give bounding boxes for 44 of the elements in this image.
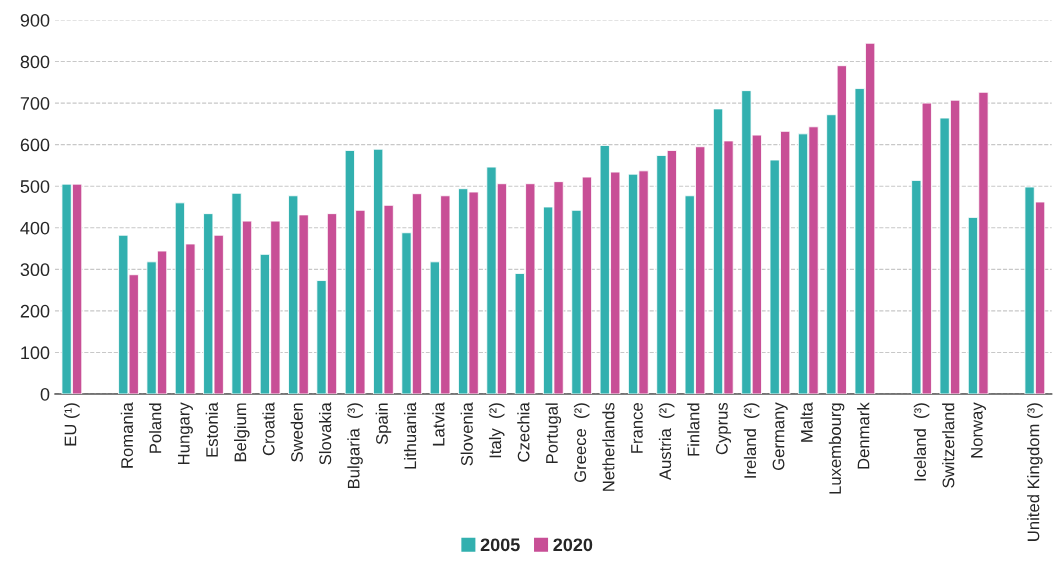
x-tick-label: Denmark: [857, 402, 870, 469]
x-tick-label: EU (¹): [64, 403, 80, 446]
x-tick-label: Slovakia: [318, 402, 332, 465]
x-tick-label: Latvia: [432, 402, 445, 446]
y-tick-label: 500: [20, 180, 50, 193]
x-tick-label: Luxembourg: [828, 403, 845, 494]
y-tick-label: 700: [20, 97, 50, 110]
x-tick-label: Greece (²): [573, 403, 590, 483]
x-tick-label: Lithuania: [403, 402, 417, 469]
x-tick-label: Iceland (³): [913, 403, 930, 481]
x-tick-label: Croatia: [262, 402, 275, 456]
x-tick-label: Spain: [375, 403, 392, 445]
x-tick-label: United Kingdom (³): [1027, 403, 1043, 541]
x-tick-label: Cyprus: [715, 402, 732, 455]
x-tick-label: France: [631, 403, 643, 453]
legend-label: 2020: [553, 538, 593, 552]
x-tick-label: Hungary: [177, 402, 193, 464]
x-tick-label: Estonia: [205, 402, 218, 457]
x-tick-label: Germany: [772, 402, 788, 471]
x-tick-label: Czechia: [517, 402, 530, 462]
x-tick-label: Romania: [120, 402, 133, 468]
legend-label: 2005: [480, 538, 520, 552]
x-tick-label: Italy (²): [488, 403, 505, 458]
y-tick-label: 900: [20, 13, 50, 27]
x-tick-label: Sweden: [290, 403, 303, 462]
y-tick-label: 0: [40, 387, 50, 401]
y-tick-label: 200: [20, 304, 50, 318]
x-tick-label: Norway: [971, 402, 986, 458]
x-tick-label: Slovenia: [460, 402, 473, 466]
y-tick-label: 300: [20, 263, 50, 277]
x-tick-label: Bulgaria (³): [347, 403, 363, 489]
x-tick-label: Ireland (²): [743, 403, 760, 478]
x-tick-label: Austria (²): [658, 403, 675, 481]
x-tick-label: Poland: [149, 403, 162, 453]
x-tick-label: Finland: [687, 403, 700, 456]
y-tick-label: 800: [20, 55, 50, 69]
x-tick-label: Malta: [800, 402, 813, 442]
x-tick-label: Netherlands: [602, 402, 615, 491]
x-tick-label: Switzerland: [942, 403, 955, 488]
y-tick-label: 600: [20, 138, 50, 152]
y-tick-label: 400: [20, 221, 50, 235]
x-tick-label: Belgium: [234, 403, 250, 462]
x-tick-label: Portugal: [545, 403, 562, 464]
y-tick-label: 100: [21, 346, 50, 360]
